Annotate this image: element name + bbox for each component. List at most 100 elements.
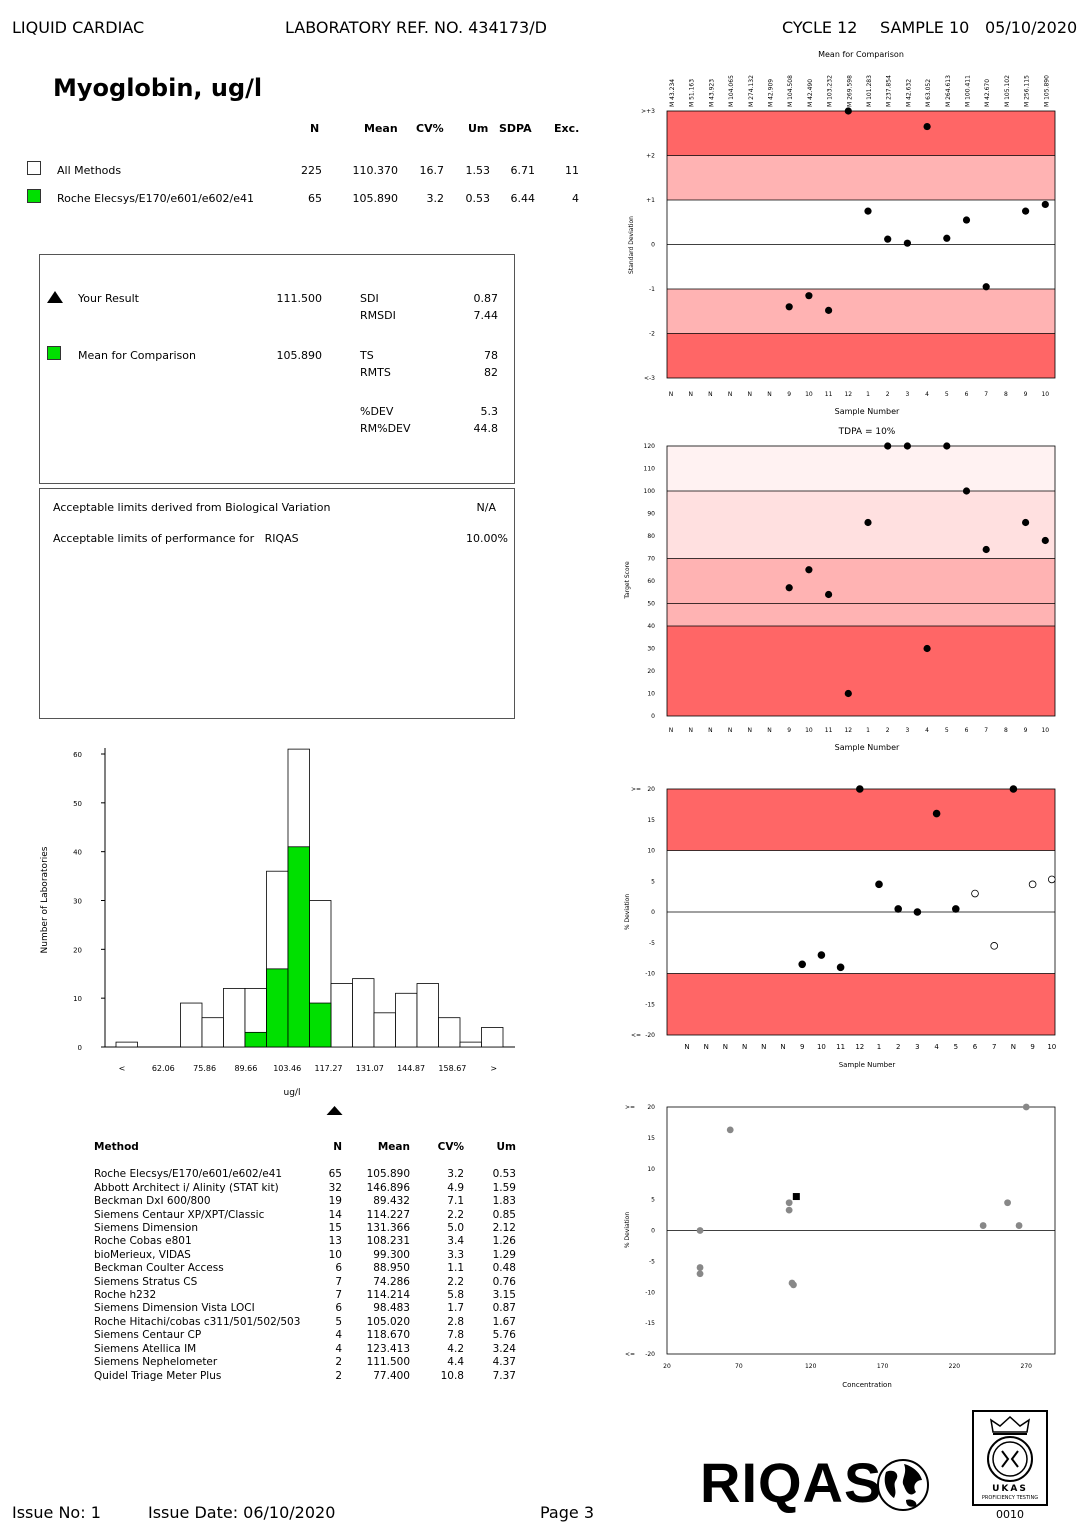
sdi-point <box>864 207 872 215</box>
dev-xtick-label: 3 <box>915 1043 919 1051</box>
conc-point <box>790 1281 797 1289</box>
all-methods-mean: 110.370 <box>352 164 399 177</box>
conc-point <box>696 1227 704 1234</box>
col-sdpa: SDPA <box>499 122 532 135</box>
sdi-value: 0.87 <box>473 292 499 305</box>
ts-xtick-label: 10 <box>1041 727 1049 734</box>
method-name-cell: Roche Hitachi/cobas c311/501/502/503 <box>94 1315 301 1328</box>
ts-ytick-label: 0 <box>651 713 655 720</box>
sdi-xtick-label: 1 <box>866 391 870 398</box>
sdi-ytick-label: >+3 <box>641 108 655 115</box>
chart-band <box>667 603 1055 626</box>
histogram-ytick-label: 30 <box>73 898 82 906</box>
conc-xtick-label: 270 <box>1021 1363 1033 1370</box>
method-cv-cell: 3.3 <box>447 1248 464 1261</box>
histogram-xtick-label: 103.46 <box>273 1064 301 1073</box>
dev-xtick-label: N <box>780 1043 785 1051</box>
sdi-xtick-label: 5 <box>945 391 949 398</box>
method-name-cell: Quidel Triage Meter Plus <box>94 1369 222 1382</box>
method-cv-cell: 1.7 <box>447 1302 464 1315</box>
method-cv-cell: 5.8 <box>447 1289 464 1302</box>
method-um-cell: 4.37 <box>492 1356 516 1369</box>
chart-band <box>667 626 1055 716</box>
ukas-tick-icon <box>987 1436 1033 1482</box>
chart-frame <box>666 1106 1056 1355</box>
ts-point <box>864 518 872 527</box>
sdi-top-label: M 104.065 <box>728 75 735 107</box>
method-name-cell: Beckman DxI 600/800 <box>94 1195 211 1208</box>
ts-xtick-label: 4 <box>925 727 929 734</box>
method-mean-cell: 131.366 <box>366 1222 410 1235</box>
method-mean-cell: 105.020 <box>366 1315 410 1328</box>
chart-band <box>667 289 1055 334</box>
method-mean-cell: 114.214 <box>366 1289 410 1302</box>
dev-value: 5.3 <box>480 405 499 418</box>
dev-xtick-label: 6 <box>973 1043 978 1051</box>
histogram-xtick-label: 75.86 <box>193 1064 216 1073</box>
conc-point <box>696 1270 704 1278</box>
method-name-cell: Beckman Coulter Access <box>94 1262 224 1275</box>
ts-point <box>805 566 813 574</box>
conc-ytick-label: 5 <box>651 1197 655 1204</box>
histogram-xtick-label: 89.66 <box>234 1064 257 1073</box>
sdi-top-label: M 100.411 <box>965 75 972 107</box>
histogram-ytick-label: 60 <box>73 751 82 759</box>
your-result-triangle-icon <box>47 291 63 303</box>
chart-band <box>667 491 1055 559</box>
method-table-row: Roche h232 7 114.214 5.8 3.15 <box>90 1289 520 1302</box>
sdi-top-label: M 51.163 <box>689 79 696 107</box>
sdi-xtick-label: 10 <box>805 391 813 398</box>
method-um-cell: 3.15 <box>492 1289 516 1302</box>
dev-xtick-label: 4 <box>934 1043 939 1051</box>
ts-label: TS <box>360 349 374 362</box>
dev-point-open <box>1047 875 1056 884</box>
method-table-row: Beckman Coulter Access 6 88.950 1.1 0.48 <box>90 1262 520 1275</box>
ts-xtick-label: N <box>669 727 674 734</box>
method-n-cell: 2 <box>335 1356 342 1369</box>
method-table-row: Abbott Architect i/ Alinity (STAT kit) 32… <box>90 1182 520 1195</box>
sdi-xtick-label: 11 <box>825 391 833 398</box>
method-cv-cell: 7.1 <box>447 1195 464 1208</box>
dev-point <box>836 963 845 972</box>
histogram-ytick-label: 0 <box>78 1044 82 1052</box>
page-title: Myoglobin, ug/l <box>53 74 263 102</box>
method-label: Roche Elecsys/E170/e601/e602/e41 <box>57 192 255 205</box>
method-cv-cell: 2.2 <box>447 1208 464 1221</box>
dev-xtick-label: 12 <box>855 1043 864 1051</box>
ts-xtick-label: 1 <box>866 727 870 734</box>
histogram-xtick-label: 131.07 <box>356 1064 384 1073</box>
rmsdi-label: RMSDI <box>360 309 396 322</box>
sdi-xtick-label: N <box>688 391 693 398</box>
sdi-top-label: M 105.890 <box>1043 75 1050 107</box>
all-methods-sdpa: 6.71 <box>510 164 536 177</box>
limits-box <box>39 488 515 719</box>
ts-point <box>982 545 990 554</box>
sample: SAMPLE 10 <box>880 18 970 37</box>
conc-point <box>1015 1222 1023 1229</box>
histogram-bar-method <box>266 968 289 1048</box>
sdi-xlabel: Sample Number <box>835 407 900 416</box>
method-n-cell: 19 <box>328 1195 342 1208</box>
conc-ytick-label: -5 <box>649 1258 655 1265</box>
sdi-top-label: M 42.490 <box>807 79 814 107</box>
conc-xtick-label: 170 <box>877 1363 889 1370</box>
dev-point <box>875 880 883 889</box>
sdi-top-label: M 42.909 <box>768 79 775 107</box>
method-name-cell: Roche Cobas e801 <box>94 1235 192 1248</box>
dev-point-open <box>1028 880 1037 889</box>
um-col-header: Um <box>496 1141 516 1153</box>
issue-date: Issue Date: 06/10/2020 <box>148 1503 336 1522</box>
dev-xtick-label: 9 <box>800 1043 804 1051</box>
dev-point <box>951 905 960 913</box>
method-name-cell: Siemens Centaur XP/XPT/Classic <box>94 1208 265 1221</box>
method-um-cell: 1.67 <box>492 1315 516 1328</box>
legend-all-methods-swatch <box>27 161 41 175</box>
your-result-value: 111.500 <box>276 292 323 305</box>
conc-point <box>1022 1103 1030 1111</box>
mean-comparison-label: Mean for Comparison <box>78 349 196 362</box>
histogram-bar-all <box>416 983 439 1048</box>
method-sdpa: 6.44 <box>510 192 536 205</box>
method-cv-cell: 7.8 <box>447 1329 464 1342</box>
histogram-bar-all <box>373 1012 396 1048</box>
